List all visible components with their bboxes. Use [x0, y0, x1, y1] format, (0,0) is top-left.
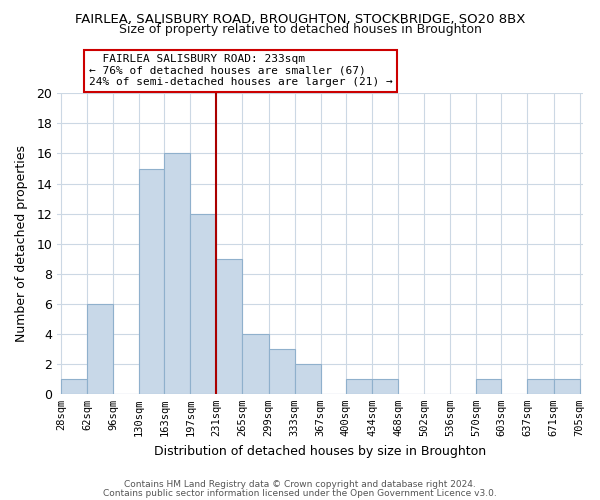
Bar	[61, 379, 87, 394]
Bar	[164, 154, 190, 394]
Y-axis label: Number of detached properties: Number of detached properties	[15, 145, 28, 342]
Text: Contains public sector information licensed under the Open Government Licence v3: Contains public sector information licen…	[103, 488, 497, 498]
Bar	[346, 379, 372, 394]
Text: Contains HM Land Registry data © Crown copyright and database right 2024.: Contains HM Land Registry data © Crown c…	[124, 480, 476, 489]
Bar	[554, 379, 580, 394]
X-axis label: Distribution of detached houses by size in Broughton: Distribution of detached houses by size …	[154, 444, 486, 458]
Bar	[295, 364, 320, 394]
Text: FAIRLEA SALISBURY ROAD: 233sqm
← 76% of detached houses are smaller (67)
24% of : FAIRLEA SALISBURY ROAD: 233sqm ← 76% of …	[89, 54, 392, 88]
Bar	[190, 214, 217, 394]
Text: Size of property relative to detached houses in Broughton: Size of property relative to detached ho…	[119, 22, 481, 36]
Bar	[372, 379, 398, 394]
Bar	[269, 348, 295, 394]
Bar	[139, 168, 164, 394]
Bar	[242, 334, 269, 394]
Text: FAIRLEA, SALISBURY ROAD, BROUGHTON, STOCKBRIDGE, SO20 8BX: FAIRLEA, SALISBURY ROAD, BROUGHTON, STOC…	[75, 12, 525, 26]
Bar	[476, 379, 502, 394]
Bar	[87, 304, 113, 394]
Bar	[217, 258, 242, 394]
Bar	[527, 379, 554, 394]
